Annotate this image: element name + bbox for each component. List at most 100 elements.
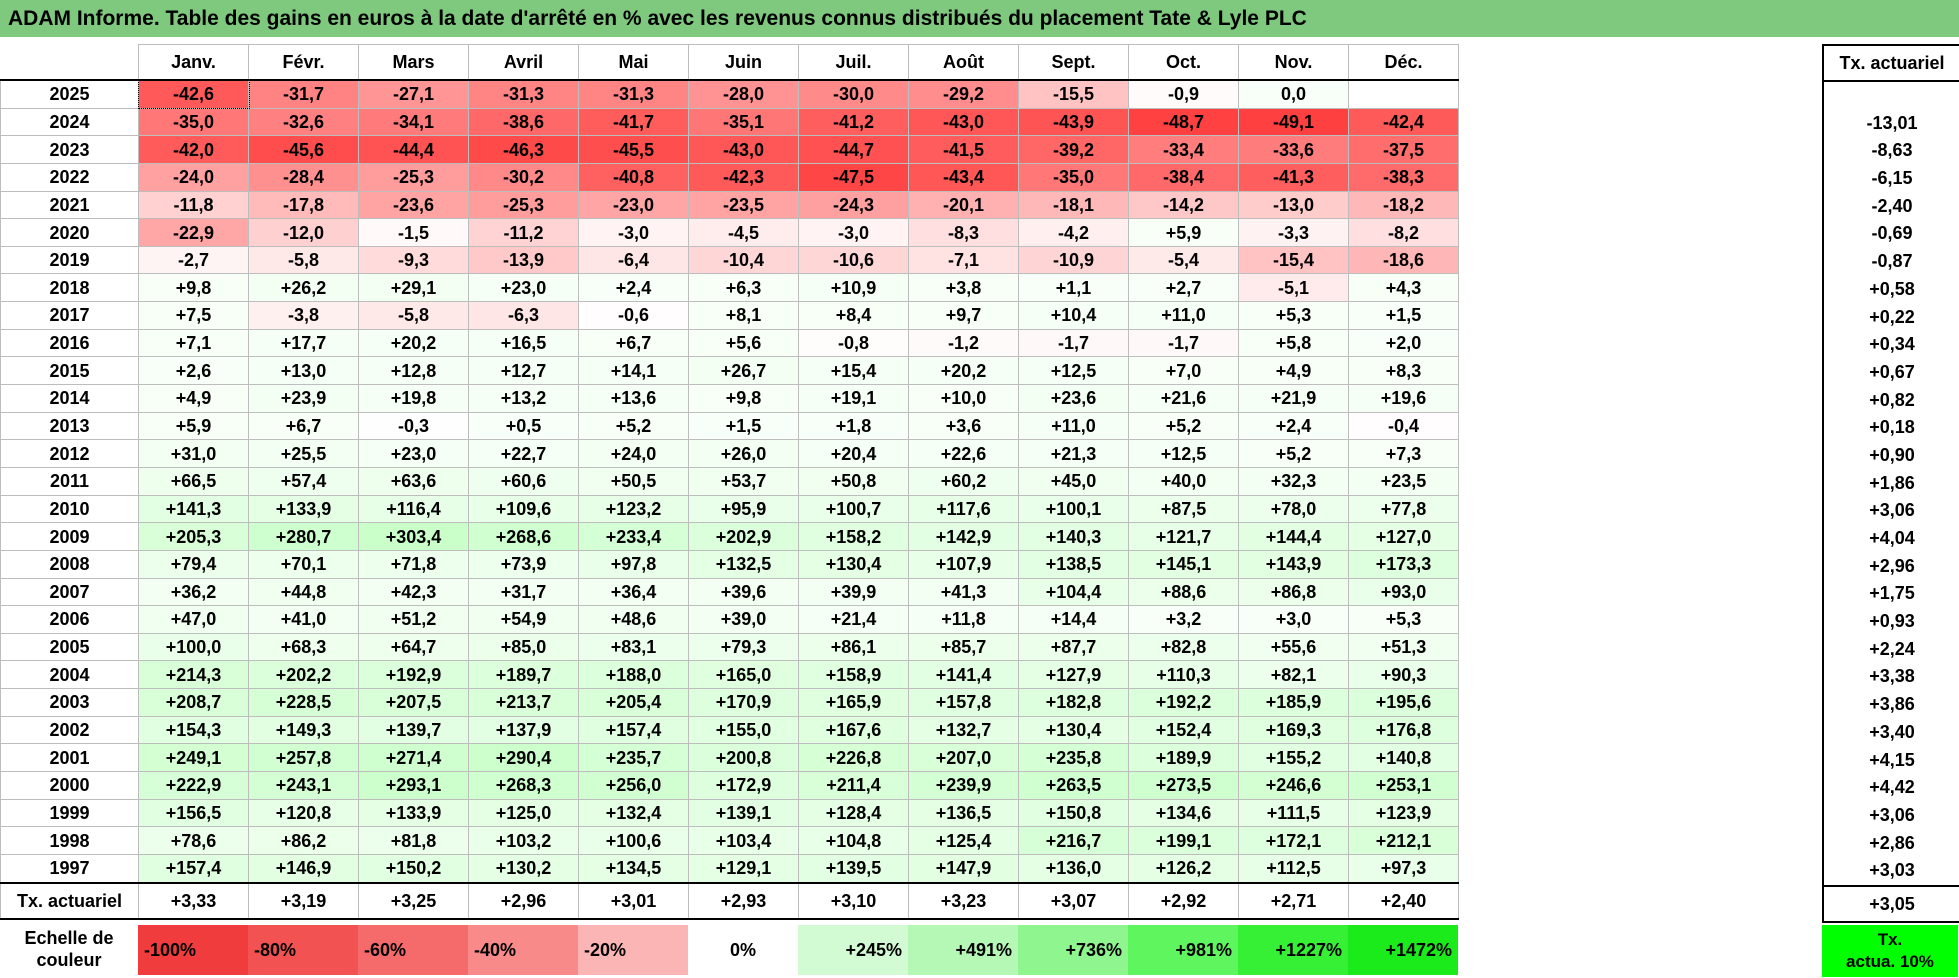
actuarial-year-value: +0,58	[1869, 278, 1915, 299]
gain-cell: +41,3	[908, 577, 1019, 607]
gain-cell: +13,0	[248, 356, 359, 386]
actuarial-month-value: +2,71	[1238, 881, 1349, 920]
gain-cell: +133,9	[248, 494, 359, 524]
table-row: 2012 +31,0 +25,5 +23,0 +22,7 +24,0 +26,0 +20,4 +…	[0, 439, 1459, 468]
gain-cell: -28,4	[248, 162, 359, 192]
gain-cell: +71,8	[358, 549, 469, 579]
actuarial-year-value: +4,42	[1869, 777, 1915, 798]
gain-cell: +202,9	[688, 522, 799, 551]
gain-cell: -0,3	[358, 411, 469, 441]
gain-cell: +97,8	[578, 549, 689, 579]
actuarial-year-value: +4,15	[1869, 749, 1915, 770]
gain-cell: -23,6	[358, 190, 469, 220]
gain-cell: +185,9	[1238, 688, 1349, 717]
gain-cell: -42,4	[1348, 107, 1459, 137]
gain-cell: +202,2	[248, 660, 359, 690]
actuarial-year-value: -8,63	[1871, 140, 1913, 161]
gain-cell: +51,2	[358, 605, 469, 634]
gain-cell: +10,9	[798, 273, 909, 303]
gain-cell: +207,5	[358, 688, 469, 717]
gain-cell: -3,3	[1238, 218, 1349, 247]
gain-cell: +104,4	[1018, 577, 1129, 607]
gain-cell: +79,4	[138, 549, 249, 579]
year-label: 2000	[0, 771, 139, 800]
gain-cell: -31,3	[468, 79, 579, 109]
year-label: 2006	[0, 605, 139, 634]
gain-cell: +170,9	[688, 688, 799, 717]
gain-cell: +140,3	[1018, 522, 1129, 551]
gain-cell: +11,0	[1128, 301, 1239, 330]
gain-cell: +127,9	[1018, 660, 1129, 690]
gain-cell: +77,8	[1348, 494, 1459, 524]
gain-cell: +158,2	[798, 522, 909, 551]
table-row: 2021 -11,8 -17,8 -23,6 -25,3 -23,0 -23,5 -24,3-…	[0, 190, 1459, 220]
gain-cell: +22,6	[908, 439, 1019, 468]
gain-cell: -3,0	[578, 218, 689, 247]
gain-cell: +12,5	[1018, 356, 1129, 386]
gain-cell: -22,9	[138, 218, 249, 247]
actuarial-year-value: +0,18	[1869, 417, 1915, 438]
gain-cell: +86,1	[798, 632, 909, 662]
gain-cell: +172,1	[1238, 826, 1349, 855]
actuarial-year-value: +0,82	[1869, 389, 1915, 410]
gain-cell: +144,4	[1238, 522, 1349, 551]
gain-cell: +15,4	[798, 356, 909, 386]
gain-cell: +195,6	[1348, 688, 1459, 717]
gain-cell: -34,1	[358, 107, 469, 137]
actuarial-year-value: +3,03	[1869, 860, 1915, 881]
gain-cell: +9,8	[138, 273, 249, 303]
gain-cell: +31,7	[468, 577, 579, 607]
gain-cell: +55,6	[1238, 632, 1349, 662]
gain-cell: +192,2	[1128, 688, 1239, 717]
gain-cell: +199,1	[1128, 826, 1239, 855]
gain-cell: +87,5	[1128, 494, 1239, 524]
month-header: Avril	[468, 44, 579, 81]
gain-cell: +127,0	[1348, 522, 1459, 551]
gain-cell: -3,8	[248, 301, 359, 330]
actuarial-year-value: +1,75	[1869, 583, 1915, 604]
year-label: 2019	[0, 245, 139, 275]
gain-cell: +141,4	[908, 660, 1019, 690]
gain-cell: +26,0	[688, 439, 799, 468]
gain-cell: -2,7	[138, 245, 249, 275]
gain-cell: -4,5	[688, 218, 799, 247]
gain-cell: +95,9	[688, 494, 799, 524]
year-label: 2007	[0, 577, 139, 607]
gain-cell: +176,8	[1348, 715, 1459, 745]
table-row: 2008 +79,4 +70,1 +71,8 +73,9 +97,8 +132,5 +130,…	[0, 549, 1459, 579]
gain-cell: +100,0	[138, 632, 249, 662]
gain-cell: +139,7	[358, 715, 469, 745]
gain-cell: +29,1	[358, 273, 469, 303]
table-row: 2015 +2,6 +13,0 +12,8 +12,7 +14,1 +26,7 +15,4 +2…	[0, 356, 1459, 386]
table-row: 2016 +7,1 +17,7 +20,2 +16,5 +6,7 +5,6 -0,8 -1,2-…	[0, 328, 1459, 358]
gain-cell: +21,3	[1018, 439, 1129, 468]
month-header: Août	[908, 44, 1019, 81]
gain-cell: -10,6	[798, 245, 909, 275]
gain-cell: +109,6	[468, 494, 579, 524]
gain-cell: +290,4	[468, 743, 579, 773]
actuarial-month-value: +3,25	[358, 881, 469, 920]
gain-cell: -25,3	[358, 162, 469, 192]
gain-cell: +268,3	[468, 771, 579, 800]
gain-cell: -30,0	[798, 79, 909, 109]
gain-cell: +12,7	[468, 356, 579, 386]
gain-cell: +57,4	[248, 466, 359, 496]
gain-cell: -13,0	[1238, 190, 1349, 220]
gain-cell: +136,0	[1018, 853, 1129, 884]
actuarial-year-value: -13,01	[1866, 112, 1918, 133]
gain-cell: +253,1	[1348, 771, 1459, 800]
year-label: 2025	[0, 79, 139, 109]
gain-cell: +2,7	[1128, 273, 1239, 303]
gain-cell: -3,0	[798, 218, 909, 247]
gain-cell: -30,2	[468, 162, 579, 192]
gain-cell: +3,2	[1128, 605, 1239, 634]
actuarial-year-value: +3,40	[1869, 721, 1915, 742]
legend-swatch: +981%	[1128, 925, 1238, 975]
gain-cell: -42,3	[688, 162, 799, 192]
gain-cell: -38,4	[1128, 162, 1239, 192]
legend-swatch: +245%	[798, 925, 908, 975]
gain-cell: +12,5	[1128, 439, 1239, 468]
gain-cell: +4,9	[138, 384, 249, 413]
gain-cell: -43,9	[1018, 107, 1129, 137]
actuarial-year-value: -0,87	[1871, 251, 1913, 272]
